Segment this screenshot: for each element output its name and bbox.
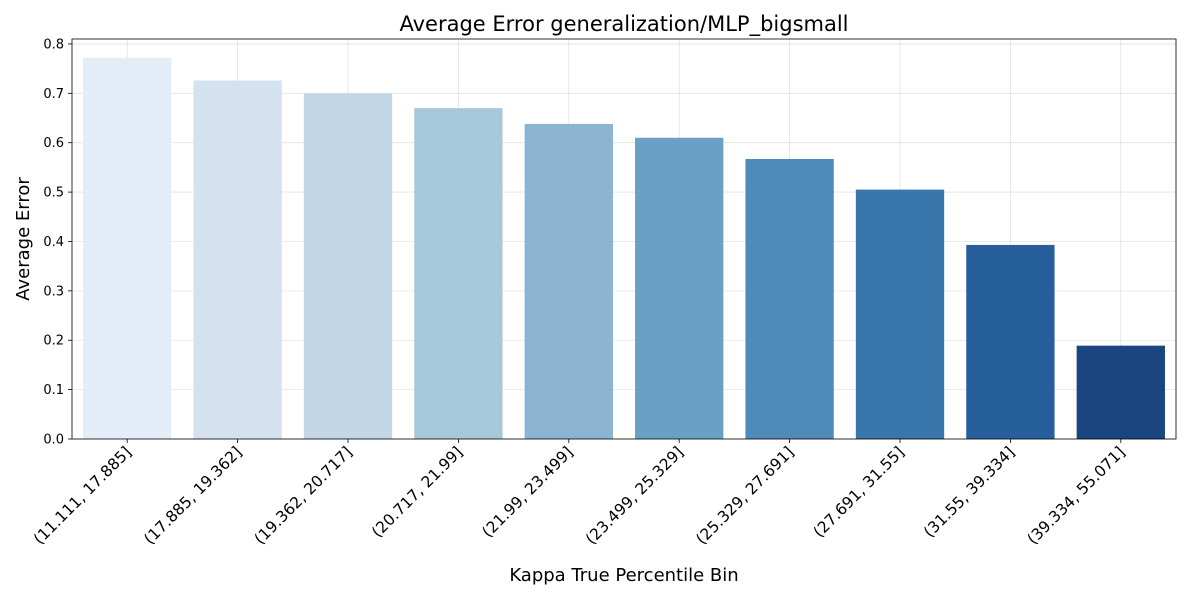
y-tick-label: 0.4 xyxy=(43,235,64,250)
y-axis-label: Average Error xyxy=(13,177,34,301)
bar-6 xyxy=(635,137,724,439)
y-tick-label: 0.8 xyxy=(43,37,64,52)
x-tick-label: (20.717, 21.99] xyxy=(368,443,466,541)
bar-8 xyxy=(855,189,945,439)
y-tick-label: 0.7 xyxy=(43,87,64,102)
chart-title: Average Error generalization/MLP_bigsmal… xyxy=(399,12,848,37)
y-tick-label: 0.0 xyxy=(43,433,64,448)
bar-3 xyxy=(303,93,393,439)
x-tick-label: (23.499, 25.329] xyxy=(582,443,687,548)
x-tick-label: (21.99, 23.499] xyxy=(479,443,577,541)
y-axis-ticks: 0.0 0.1 0.2 0.3 0.4 0.5 0.6 0.7 0.8 xyxy=(43,37,72,448)
bar-5 xyxy=(524,123,613,440)
y-tick-label: 0.5 xyxy=(43,186,64,201)
y-tick-label: 0.6 xyxy=(43,136,64,151)
bar-4 xyxy=(414,108,503,439)
x-tick-label: (39.334, 55.071] xyxy=(1024,443,1129,548)
y-tick-label: 0.2 xyxy=(43,334,64,349)
bar-2 xyxy=(193,80,282,440)
x-tick-label: (27.691, 31.55] xyxy=(810,443,908,541)
x-axis-label: Kappa True Percentile Bin xyxy=(509,565,738,586)
bar-10 xyxy=(1076,345,1165,439)
x-tick-label: (19.362, 20.717] xyxy=(251,443,356,548)
plot-frame xyxy=(71,38,1177,440)
x-tick-label: (31.55, 39.334] xyxy=(920,443,1018,541)
x-tick-label: (25.329, 27.691] xyxy=(692,443,797,548)
bar-1 xyxy=(83,57,172,439)
y-tick-label: 0.3 xyxy=(43,284,64,299)
x-tick-label: (17.885, 19.362] xyxy=(140,443,245,548)
x-tick-label: (11.111, 17.885] xyxy=(30,443,135,548)
x-axis-ticks: (11.111, 17.885] (17.885, 19.362] (19.362,… xyxy=(30,439,1129,548)
bar-9 xyxy=(966,244,1055,439)
bars xyxy=(83,57,1165,440)
y-tick-label: 0.1 xyxy=(43,383,64,398)
bar-7 xyxy=(745,159,834,439)
